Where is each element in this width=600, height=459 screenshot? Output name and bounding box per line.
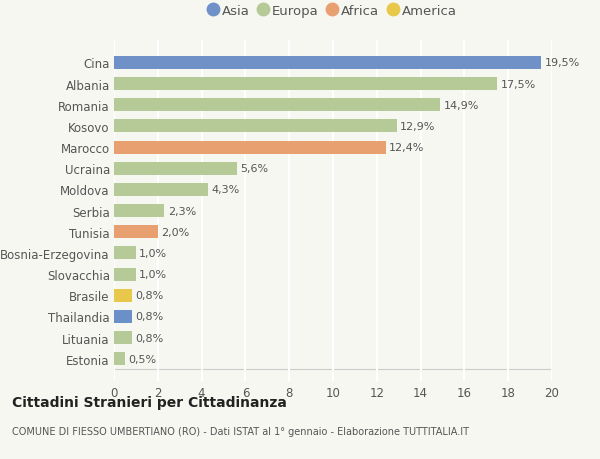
Bar xyxy=(114,310,131,323)
Text: 1,0%: 1,0% xyxy=(139,248,167,258)
Bar xyxy=(114,289,131,302)
Text: 12,9%: 12,9% xyxy=(400,122,435,132)
Text: 14,9%: 14,9% xyxy=(443,101,479,111)
Bar xyxy=(114,141,386,154)
Text: 4,3%: 4,3% xyxy=(211,185,240,195)
Text: 2,3%: 2,3% xyxy=(167,206,196,216)
Text: 0,8%: 0,8% xyxy=(135,291,163,301)
Text: 1,0%: 1,0% xyxy=(139,269,167,280)
Text: 0,8%: 0,8% xyxy=(135,312,163,322)
Bar xyxy=(114,99,440,112)
Text: 19,5%: 19,5% xyxy=(544,58,580,68)
Bar xyxy=(114,331,131,344)
Text: 2,0%: 2,0% xyxy=(161,227,190,237)
Bar xyxy=(114,120,397,133)
Bar xyxy=(114,57,541,70)
Text: 0,5%: 0,5% xyxy=(128,354,157,364)
Bar xyxy=(114,78,497,91)
Bar xyxy=(114,184,208,196)
Text: 17,5%: 17,5% xyxy=(500,79,536,90)
Bar xyxy=(114,226,158,239)
Text: 12,4%: 12,4% xyxy=(389,143,424,153)
Bar xyxy=(114,247,136,260)
Text: Cittadini Stranieri per Cittadinanza: Cittadini Stranieri per Cittadinanza xyxy=(12,395,287,409)
Text: 0,8%: 0,8% xyxy=(135,333,163,343)
Bar xyxy=(114,353,125,365)
Bar xyxy=(114,205,164,218)
Legend: Asia, Europa, Africa, America: Asia, Europa, Africa, America xyxy=(207,2,459,21)
Text: 5,6%: 5,6% xyxy=(240,164,268,174)
Bar xyxy=(114,162,236,175)
Bar xyxy=(114,268,136,281)
Text: COMUNE DI FIESSO UMBERTIANO (RO) - Dati ISTAT al 1° gennaio - Elaborazione TUTTI: COMUNE DI FIESSO UMBERTIANO (RO) - Dati … xyxy=(12,426,469,436)
